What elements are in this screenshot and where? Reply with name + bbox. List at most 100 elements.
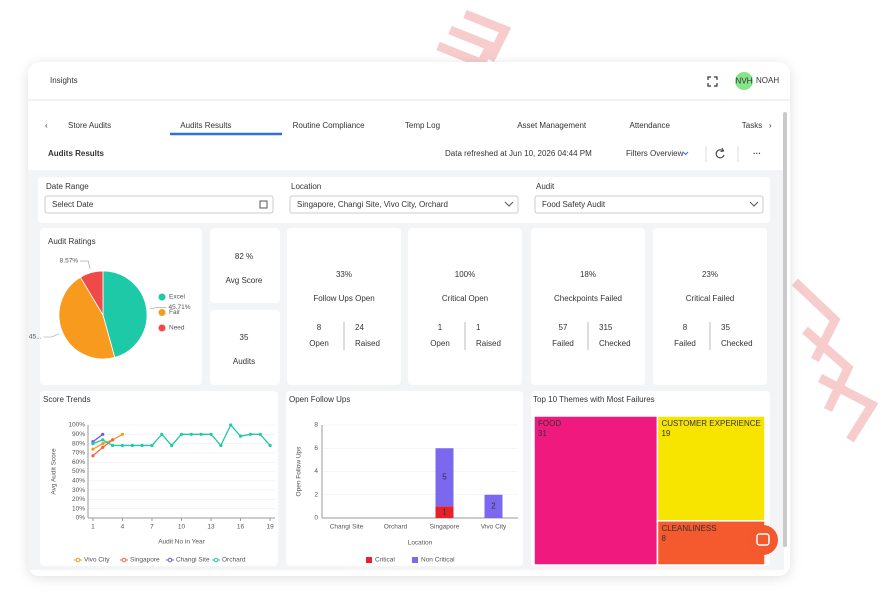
filter-label: Audit xyxy=(536,182,555,191)
x-axis-label: Audit No in Year xyxy=(158,539,205,546)
legend-marker xyxy=(213,557,219,563)
legend-label: Critical xyxy=(375,557,395,564)
tab-next[interactable]: › xyxy=(769,121,772,130)
bar-label: 1 xyxy=(442,507,447,516)
label-leader xyxy=(150,307,167,309)
tab[interactable]: Temp Log xyxy=(405,121,440,130)
dropdown-icon xyxy=(749,201,759,207)
treemap-label: CUSTOMER EXPERIENCE xyxy=(661,419,760,428)
y-tick-label: 20% xyxy=(72,496,85,503)
page-title: Audits Results xyxy=(48,149,105,158)
y-tick-label: 2 xyxy=(314,491,318,498)
x-tick-label: Singapore xyxy=(430,524,460,531)
legend-label: Non Critical xyxy=(421,557,455,564)
y-axis-label: Avg Audit Score xyxy=(51,448,58,495)
series-point xyxy=(91,447,95,451)
y-tick-label: 40% xyxy=(72,478,85,485)
series-point xyxy=(170,443,174,448)
series-point xyxy=(101,432,105,436)
chat-button[interactable] xyxy=(748,525,778,555)
y-tick-label: 60% xyxy=(72,459,85,466)
kpi-right-label: Raised xyxy=(355,339,380,348)
more-button[interactable]: ··· xyxy=(753,149,761,158)
kpi-value: 82 % xyxy=(235,252,253,261)
legend-marker xyxy=(75,557,81,563)
filters-overview[interactable]: Filters Overview xyxy=(626,149,684,158)
card-title: Top 10 Themes with Most Failures xyxy=(533,395,655,404)
filter-input[interactable] xyxy=(534,195,764,214)
tab[interactable]: Store Audits xyxy=(68,121,111,130)
bar-label: 2 xyxy=(491,501,496,510)
avatar[interactable] xyxy=(735,72,753,90)
slice-label: 45.71% xyxy=(168,304,190,311)
series-line xyxy=(92,433,104,443)
card xyxy=(408,228,522,385)
avatar-initials: NVH xyxy=(736,77,753,86)
y-tick-label: 10% xyxy=(72,505,85,512)
tab[interactable]: Attendance xyxy=(630,121,671,130)
kpi-label: Audits xyxy=(233,357,255,366)
kpi-left-label: Failed xyxy=(674,339,696,348)
filter-input[interactable] xyxy=(44,195,274,214)
scrollbar[interactable] xyxy=(783,112,787,547)
card xyxy=(210,310,280,385)
y-tick-label: 100% xyxy=(68,422,85,429)
card xyxy=(210,228,280,303)
kpi-left-label: Failed xyxy=(552,339,574,348)
tab[interactable]: Asset Management xyxy=(517,121,587,130)
series-point xyxy=(120,432,125,436)
kpi-title: Checkpoints Failed xyxy=(554,294,622,303)
kpi-right-label: Checked xyxy=(599,339,631,348)
series-point xyxy=(179,432,184,436)
kpi-percent: 18% xyxy=(580,270,596,279)
kpi-title: Critical Failed xyxy=(686,294,734,303)
refresh-icon[interactable] xyxy=(715,147,725,159)
legend-label: Orchard xyxy=(222,557,246,564)
series-point xyxy=(219,443,223,448)
series-point xyxy=(101,442,105,446)
card-title: Score Trends xyxy=(43,395,91,404)
expand-icon[interactable] xyxy=(707,76,718,87)
kpi-value: 35 xyxy=(240,333,249,342)
tab[interactable]: Audits Results xyxy=(180,121,231,130)
x-tick-label: Vivo City xyxy=(481,524,507,531)
kpi-title: Critical Open xyxy=(442,294,488,303)
calendar-icon xyxy=(259,200,268,209)
legend-marker xyxy=(412,557,418,563)
legend-label: Singapore xyxy=(130,557,160,564)
tab-prev[interactable]: ‹ xyxy=(45,121,48,130)
treemap-cell xyxy=(656,520,766,566)
tab[interactable]: Routine Compliance xyxy=(293,121,366,130)
kpi-percent: 23% xyxy=(702,270,718,279)
series-point xyxy=(101,445,105,449)
series-point xyxy=(238,434,243,438)
series-point xyxy=(258,432,262,436)
x-tick-label: 13 xyxy=(207,524,215,531)
series-point xyxy=(248,432,252,436)
kpi-left-label: Open xyxy=(430,339,450,348)
filter-input[interactable] xyxy=(289,195,519,214)
series-point xyxy=(120,443,125,448)
tab[interactable]: Tasks xyxy=(742,121,762,130)
x-tick-label: 1 xyxy=(91,524,95,531)
card xyxy=(653,228,767,385)
y-tick-label: 6 xyxy=(314,445,318,452)
series-line xyxy=(92,433,123,450)
kpi-left-value: 8 xyxy=(683,323,688,332)
pie-slice xyxy=(102,270,148,358)
y-axis-label: Open Follow Ups xyxy=(296,446,303,497)
y-tick-label: 0 xyxy=(314,515,318,522)
legend-marker xyxy=(167,557,173,563)
y-tick-label: 4 xyxy=(314,468,318,475)
legend-label: Need xyxy=(169,325,185,332)
treemap-value: 8 xyxy=(661,534,666,543)
series-point xyxy=(91,442,95,446)
legend-marker xyxy=(121,557,127,563)
card xyxy=(287,228,401,385)
legend-label: Vivo City xyxy=(84,557,110,564)
dropdown-icon xyxy=(504,201,514,207)
bar-segment xyxy=(484,494,503,518)
legend-label: Excel xyxy=(169,294,185,301)
legend-label: Fair xyxy=(169,309,181,316)
